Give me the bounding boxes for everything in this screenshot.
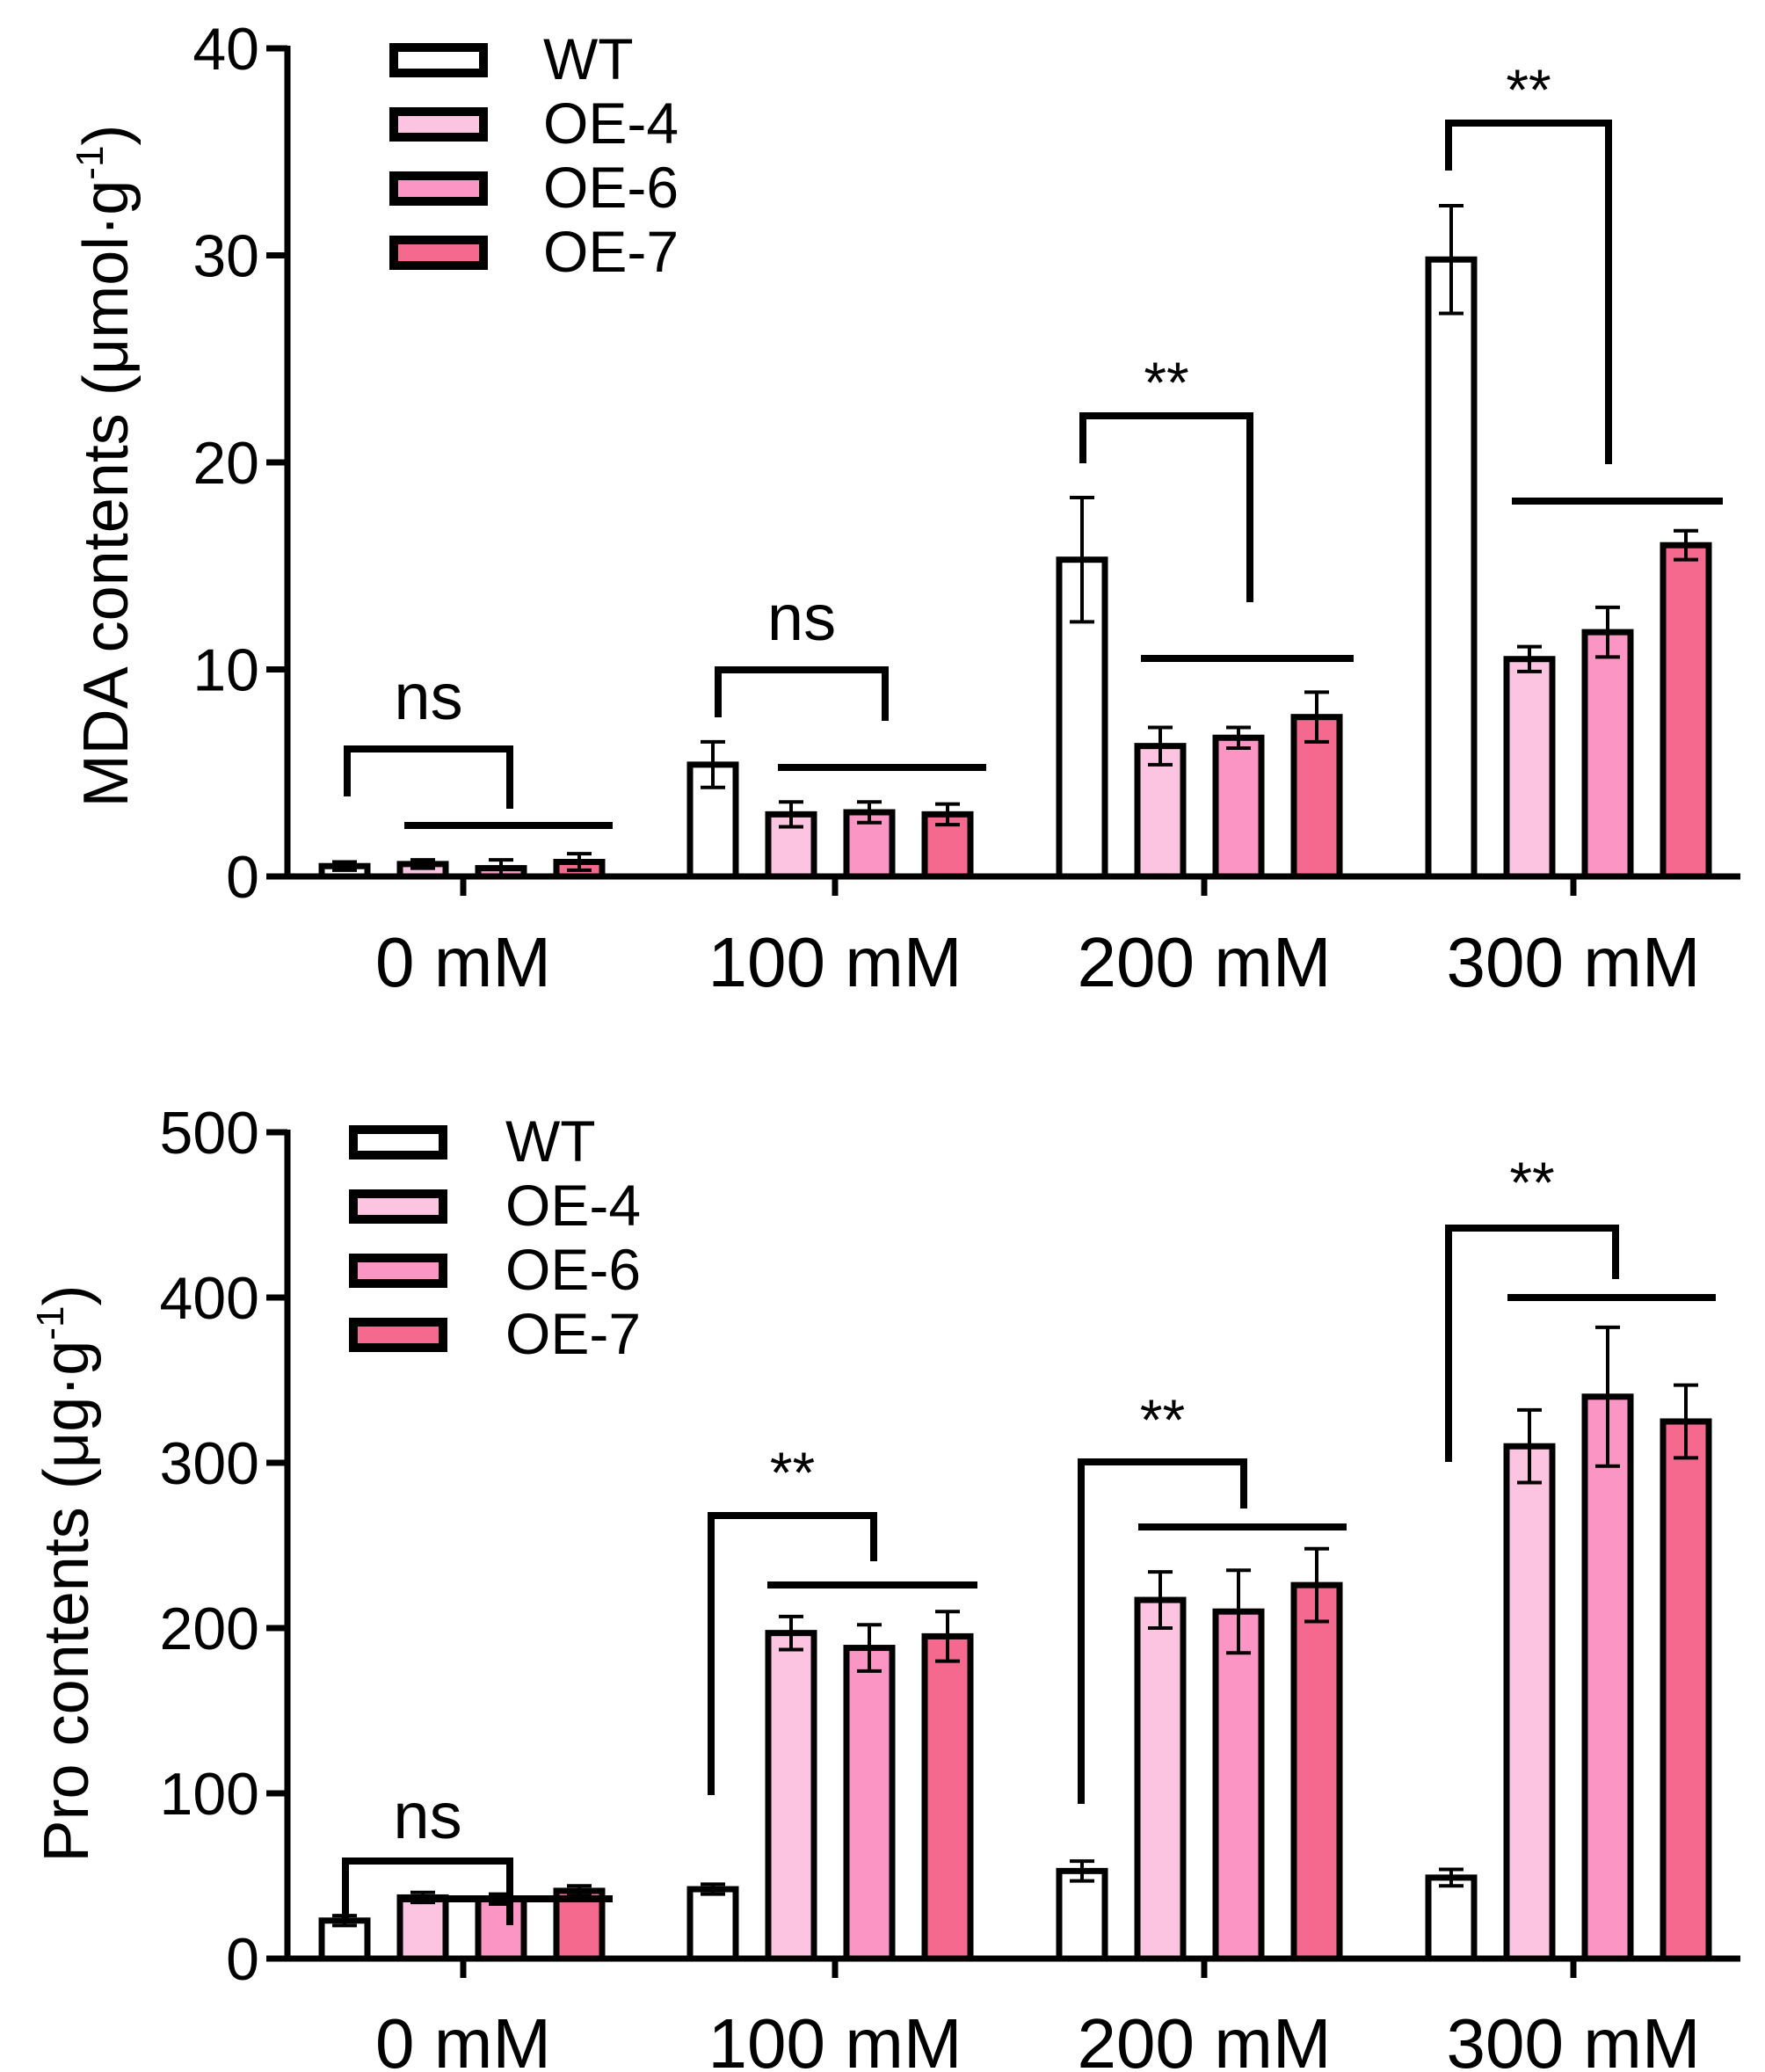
pro-y-axis-title: Pro contents (μg·g-1): [29, 1285, 102, 1863]
pro-bar-oe-6: [1581, 1393, 1634, 1962]
pro-bar-oe-4: [1134, 1596, 1187, 1962]
legend-label-oe-6: OE-6: [543, 155, 679, 220]
mda-category-label: 300 mM: [1447, 923, 1701, 1001]
legend-swatch-oe-7: [389, 236, 488, 270]
pro-bar-oe-6: [843, 1645, 896, 1962]
pro-y-tick-label: 400: [160, 1265, 259, 1332]
pro-y-tick-label: 0: [226, 1926, 259, 1993]
mda-bar-oe-4: [1503, 656, 1556, 880]
pro-category-label: 300 mM: [1447, 2004, 1701, 2072]
pro-chart: WT OE-4 OE-6 OE-7 Pro contents (μg·g-1) …: [29, 1100, 1740, 2072]
legend-swatch-oe-4: [389, 107, 488, 142]
pro-bar-oe-7: [1660, 1418, 1712, 1962]
mda-significance-bracket: [1445, 120, 1612, 464]
mda-bar-oe-7: [1660, 542, 1712, 880]
legend-swatch-wt: [389, 43, 488, 77]
mda-y-axis-title-exponent: -1: [69, 146, 112, 180]
legend-label-wt: WT: [543, 26, 634, 91]
legend-swatch-oe-7: [349, 1318, 447, 1352]
legend-swatch-oe-6: [349, 1254, 447, 1288]
pro-significance-label: **: [1509, 1150, 1554, 1215]
pro-bar-wt: [1056, 1867, 1108, 1962]
pro-y-tick-label: 200: [160, 1596, 259, 1662]
pro-category-label: 200 mM: [1078, 2004, 1332, 2072]
mda-category-label: 100 mM: [708, 923, 962, 1001]
pro-significance-label: ns: [393, 1779, 461, 1852]
mda-y-tick-label: 20: [192, 430, 259, 497]
pro-bar-oe-4: [1503, 1443, 1556, 1962]
mda-significance-bracket: [1079, 412, 1253, 602]
mda-y-tick-label: 30: [192, 223, 259, 290]
mda-category-label: 0 mM: [375, 923, 551, 1001]
pro-bar-oe-4: [396, 1894, 449, 1962]
mda-y-tick-label: 40: [192, 16, 259, 83]
mda-y-axis-title-main: MDA contents (μmol·g: [71, 180, 142, 808]
pro-significance-bracket: [708, 1512, 877, 1795]
mda-significance-label: ns: [394, 660, 462, 733]
pro-bar-oe-7: [921, 1632, 974, 1962]
pro-y-axis-title-exponent: -1: [29, 1306, 72, 1341]
pro-category-label: 100 mM: [708, 2004, 962, 2072]
pro-bar-wt: [686, 1886, 739, 1962]
mda-legend: WT OE-4 OE-6 OE-7: [389, 26, 679, 284]
mda-significance-bracket: [715, 666, 889, 721]
pro-bar-oe-6: [1212, 1608, 1265, 1962]
pro-significance-bracket: [1445, 1225, 1619, 1462]
pro-y-axis-title-tail: ): [32, 1285, 102, 1306]
pro-significance-label: **: [770, 1440, 815, 1505]
pro-bar-wt: [1425, 1874, 1478, 1962]
legend-label-oe-7: OE-7: [505, 1301, 641, 1366]
mda-significance-label: ns: [767, 581, 836, 654]
legend-swatch-oe-4: [349, 1189, 447, 1224]
pro-bar-oe-4: [765, 1630, 817, 1962]
pro-y-tick-label: 100: [160, 1761, 259, 1828]
mda-y-axis-title-tail: ): [71, 125, 142, 146]
mda-bar-wt: [1425, 256, 1478, 880]
mda-significance-label: **: [1144, 350, 1188, 415]
pro-bar-oe-6: [475, 1895, 527, 1962]
legend-label-oe-4: OE-4: [505, 1173, 641, 1238]
pro-bar-oe-7: [1290, 1581, 1343, 1962]
legend-label-oe-6: OE-6: [505, 1237, 641, 1302]
mda-bar-oe-6: [843, 809, 896, 880]
mda-y-tick-label: 0: [226, 844, 259, 911]
pro-y-tick-label: 500: [160, 1100, 259, 1167]
mda-y-axis-title: MDA contents (μmol·g-1): [69, 125, 142, 808]
mda-category-label: 200 mM: [1078, 923, 1332, 1001]
pro-significance-label: **: [1140, 1387, 1185, 1452]
mda-y-tick-label: 10: [192, 637, 259, 704]
mda-bar-oe-6: [1212, 734, 1265, 880]
pro-legend: WT OE-4 OE-6 OE-7: [349, 1109, 641, 1366]
legend-label-oe-4: OE-4: [543, 91, 679, 156]
mda-significance-bracket: [344, 745, 513, 809]
pro-significance-bracket: [342, 1858, 513, 1925]
legend-label-wt: WT: [505, 1109, 596, 1174]
legend-label-oe-7: OE-7: [543, 219, 679, 284]
pro-category-label: 0 mM: [375, 2004, 551, 2072]
legend-swatch-oe-6: [389, 171, 488, 206]
legend-swatch-wt: [349, 1125, 447, 1160]
pro-y-tick-label: 300: [160, 1430, 259, 1497]
pro-significance-bracket: [1078, 1458, 1247, 1804]
pro-y-axis-title-main: Pro contents (μg·g: [32, 1341, 102, 1863]
mda-significance-label: **: [1506, 57, 1551, 122]
mda-chart: WT OE-4 OE-6 OE-7 MDA contents (μmol·g-1…: [69, 16, 1740, 1001]
mda-bar-oe-6: [1581, 629, 1634, 880]
mda-bar-oe-4: [1134, 743, 1187, 880]
